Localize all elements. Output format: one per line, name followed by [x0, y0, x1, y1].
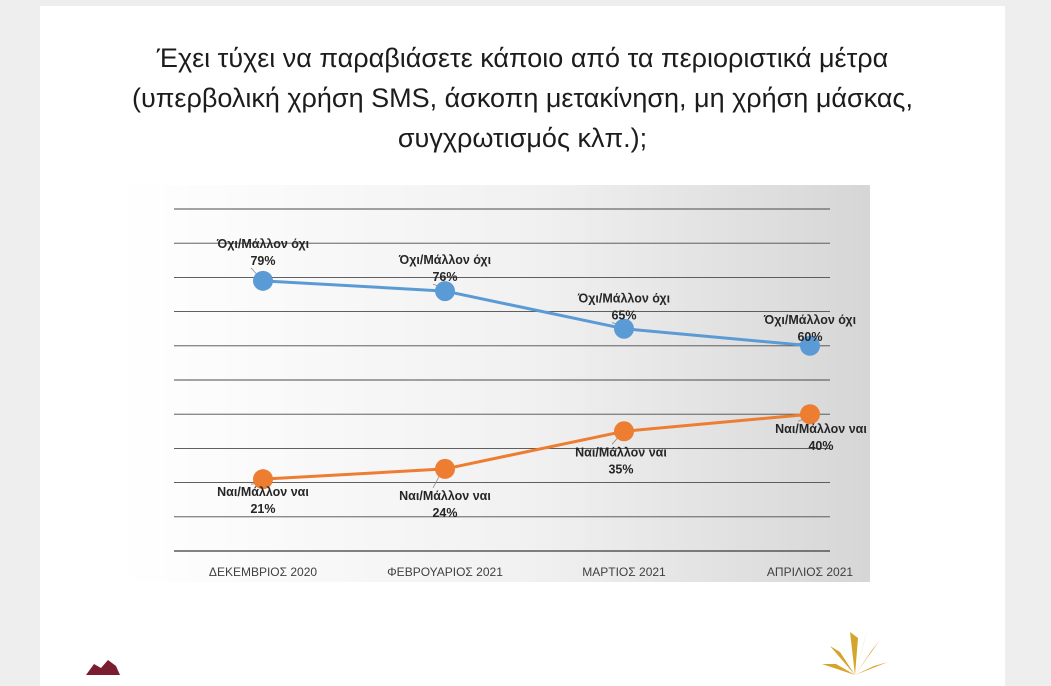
data-label: 65%	[611, 309, 636, 323]
red-logo-icon	[86, 658, 120, 675]
series-name-label: Ναι/Μάλλον ναι	[217, 485, 309, 499]
data-point	[614, 318, 634, 339]
title-line-2: (υπερβολική χρήση SMS, άσκοπη μετακίνηση…	[132, 83, 913, 113]
title-line-1: Έχει τύχει να παραβιάσετε κάποιο από τα …	[156, 43, 889, 73]
data-label: 24%	[432, 506, 457, 520]
series-name-label: Όχι/Μάλλον όχι	[577, 292, 671, 306]
data-point	[435, 458, 455, 479]
data-point	[253, 270, 273, 291]
data-label: 79%	[250, 254, 275, 268]
gridlines	[174, 208, 830, 552]
data-label: 76%	[432, 270, 457, 284]
data-point	[800, 335, 820, 356]
chart-title: Έχει τύχει να παραβιάσετε κάποιο από τα …	[40, 38, 1005, 158]
plot-background	[118, 185, 870, 582]
x-axis: ΔΕΚΕΜΒΡΙΟΣ 2020 ΦΕΒΡΟΥΑΡΙΟΣ 2021 ΜΑΡΤΙΟΣ 2…	[209, 565, 853, 579]
data-label: 35%	[608, 462, 633, 476]
chart-svg: ΔΕΚΕΜΒΡΙΟΣ 2020 ΦΕΒΡΟΥΑΡΙΟΣ 2021 ΜΑΡΤΙΟΣ 2…	[118, 185, 870, 582]
series-name-label: Όχι/Μάλλον όχι	[398, 253, 492, 267]
data-point	[614, 421, 634, 442]
series-group: Όχι/Μάλλον όχι 79% Όχι/Μάλλον όχι 76% Όχι/Μά…	[216, 237, 867, 520]
data-label: 40%	[808, 439, 833, 453]
series-name-label: Ναι/Μάλλον ναι	[775, 422, 867, 436]
data-label: 21%	[250, 502, 275, 516]
x-tick-label: ΦΕΒΡΟΥΑΡΙΟΣ 2021	[387, 565, 503, 579]
data-label: 60%	[797, 330, 822, 344]
gold-sun-logo-icon	[820, 628, 890, 675]
title-line-3: συγχρωτισμός κλπ.);	[397, 123, 648, 153]
series-line	[262, 412, 811, 481]
x-tick-label: ΑΠΡΙΛΙΟΣ 2021	[767, 565, 853, 579]
line-chart: ΔΕΚΕΜΒΡΙΟΣ 2020 ΦΕΒΡΟΥΑΡΙΟΣ 2021 ΜΑΡΤΙΟΣ 2…	[118, 185, 870, 582]
x-tick-label: ΜΑΡΤΙΟΣ 2021	[582, 565, 666, 579]
data-point	[253, 469, 273, 490]
series-name-label: Ναι/Μάλλον ναι	[575, 445, 667, 459]
data-point	[435, 281, 455, 302]
series-line	[262, 279, 811, 348]
series-name-label: Όχι/Μάλλον όχι	[216, 237, 310, 251]
series-name-label: Όχι/Μάλλον όχι	[763, 313, 857, 327]
data-point	[800, 404, 820, 425]
series-name-label: Ναι/Μάλλον ναι	[399, 489, 491, 503]
x-tick-label: ΔΕΚΕΜΒΡΙΟΣ 2020	[209, 565, 317, 579]
